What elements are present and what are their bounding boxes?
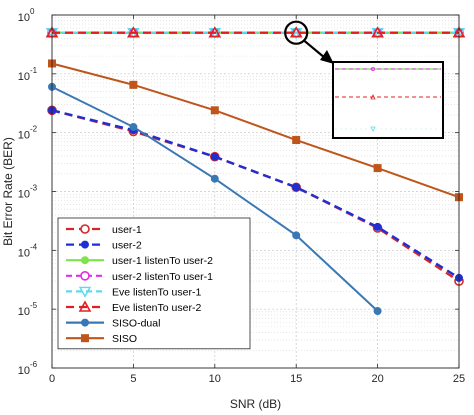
y-tick-label: 10 — [18, 71, 30, 83]
legend[interactable]: user-1 user-2 user-1 listenTo user-2 user-2… — [57, 217, 251, 350]
x-tick-label: 20 — [371, 373, 383, 385]
data-point-marker — [129, 80, 138, 89]
legend-label: SISO-dual — [112, 318, 160, 330]
y-tick-exponent: 0 — [30, 7, 35, 16]
legend-label: user-2 — [112, 240, 142, 252]
x-axis-label: SNR (dB) — [230, 397, 281, 411]
y-tick-label: 10 — [18, 130, 30, 142]
data-point-marker — [129, 122, 138, 131]
x-tick-label: 0 — [49, 373, 55, 385]
y-tick-label: 10 — [18, 247, 30, 259]
tick-marks — [51, 14, 460, 369]
data-point-marker — [80, 270, 90, 281]
x-tick-label: 25 — [453, 373, 465, 385]
legend-label: user-1 — [112, 224, 142, 236]
zoom-circle — [284, 20, 309, 45]
x-tick-label: 15 — [290, 373, 302, 385]
x-tick-labels: 0 5 10 15 20 25 — [49, 373, 465, 385]
zoom-arrow-line — [303, 39, 326, 59]
series-line — [51, 109, 460, 279]
series-user-2 — [48, 106, 463, 282]
legend-entry[interactable]: user-2 — [66, 240, 142, 252]
y-tick-label: 10 — [18, 365, 30, 377]
y-axis-label: Bit Error Rate (BER) — [1, 137, 15, 246]
inset-marker — [370, 126, 376, 132]
data-point-marker — [81, 256, 89, 265]
legend-entry[interactable]: user-1 listenTo user-2 — [66, 255, 213, 267]
data-point-marker — [373, 164, 382, 173]
y-tick-exponent: -5 — [30, 301, 38, 310]
y-tick-label: 10 — [18, 306, 30, 318]
legend-label: user-2 listenTo user-1 — [112, 271, 213, 283]
data-point-marker — [81, 240, 89, 249]
legend-entry[interactable]: user-1 — [66, 224, 142, 236]
data-point-marker — [292, 231, 301, 240]
legend-entry[interactable]: SISO-dual — [66, 318, 160, 330]
data-point-marker — [210, 152, 219, 161]
data-point-marker — [78, 300, 92, 312]
y-tick-exponent: -1 — [30, 66, 38, 75]
y-tick-exponent: -4 — [30, 242, 38, 251]
data-point-marker — [80, 224, 90, 234]
zoom-arrow-head — [320, 50, 334, 64]
y-tick-exponent: -6 — [30, 360, 38, 369]
series-siso-dual — [48, 82, 382, 316]
data-point-marker — [210, 174, 219, 183]
y-tick-label: 10 — [18, 12, 30, 24]
legend-entry[interactable]: Eve listenTo user-2 — [66, 300, 201, 314]
inset-marker — [370, 67, 375, 72]
data-point-marker — [210, 106, 219, 115]
data-point-marker — [373, 222, 382, 231]
legend-label: user-1 listenTo user-2 — [112, 255, 213, 267]
legend-entry[interactable]: SISO — [66, 333, 137, 345]
data-point-marker — [373, 307, 382, 316]
data-point-marker — [127, 26, 140, 38]
inset-marker — [370, 94, 376, 100]
legend-label: Eve listenTo user-1 — [112, 286, 201, 298]
x-tick-label: 5 — [130, 373, 136, 385]
data-point-marker — [81, 334, 89, 343]
zoom-inset-box — [332, 61, 444, 139]
legend-label: Eve listenTo user-2 — [112, 302, 201, 314]
y-tick-exponent: -3 — [30, 184, 38, 193]
legend-entry[interactable]: Eve listenTo user-1 — [66, 286, 201, 298]
y-tick-label: 10 — [18, 189, 30, 201]
legend-box — [57, 217, 251, 350]
y-tick-exponent: -2 — [30, 125, 38, 134]
series-line — [51, 62, 460, 199]
x-tick-label: 10 — [209, 373, 221, 385]
data-point-marker — [81, 318, 89, 327]
zoom-annotation — [284, 20, 444, 139]
data-point-marker — [208, 26, 222, 38]
legend-entry[interactable]: user-2 listenTo user-1 — [66, 271, 213, 283]
data-point-marker — [371, 26, 384, 38]
data-point-marker — [292, 136, 301, 145]
data-point-marker — [78, 286, 92, 298]
legend-label: SISO — [112, 333, 137, 345]
series-layer — [45, 26, 466, 316]
data-point-marker — [292, 183, 301, 192]
data-point-marker — [289, 26, 303, 38]
